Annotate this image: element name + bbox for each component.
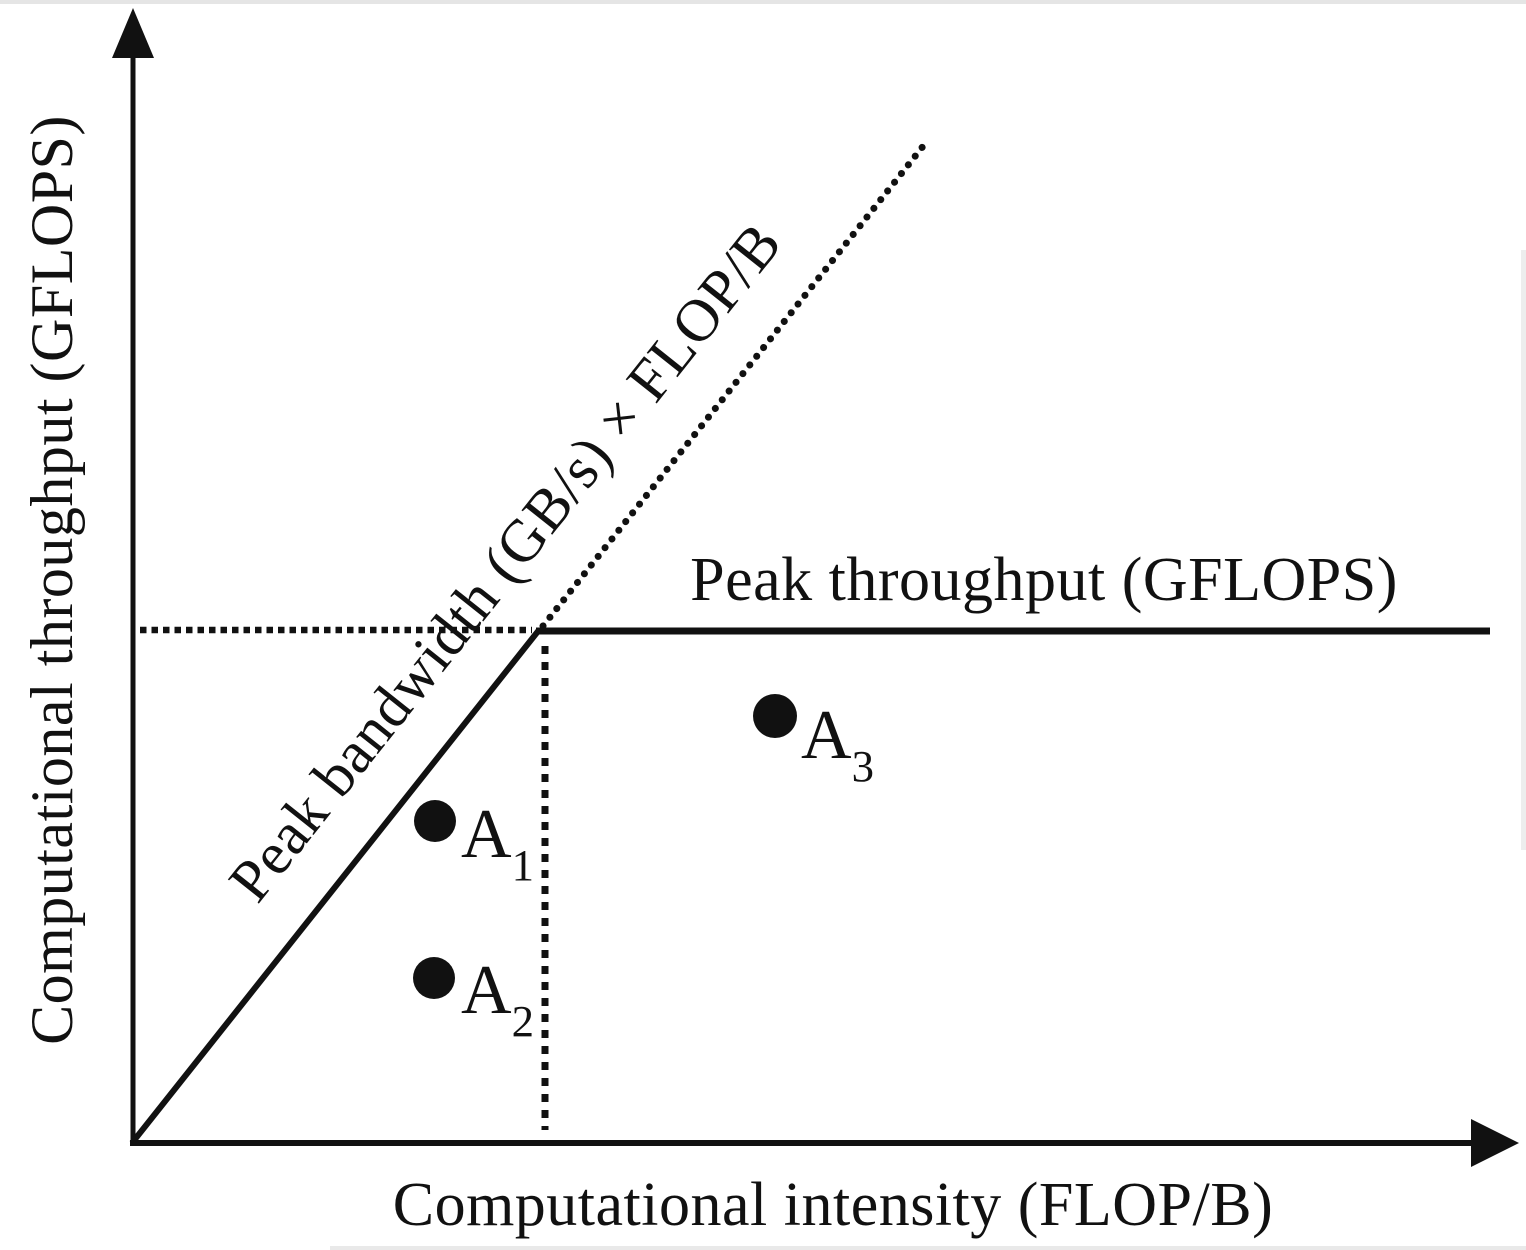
point-a1-dot: [414, 800, 456, 842]
point-label-a3-base: A: [801, 697, 852, 774]
point-label-a2-base: A: [461, 952, 512, 1029]
top-edge-artifact: [0, 0, 1526, 4]
point-label-a1-subscript: 1: [511, 840, 534, 891]
bandwidth-line-dotted: [539, 136, 932, 630]
point-label-a1: A1: [461, 800, 534, 888]
peak-throughput-line-label: Peak throughput (GFLOPS): [690, 546, 1398, 614]
point-a2-dot: [413, 957, 455, 999]
y-axis-title: Computational throughput (GFLOPS): [19, 115, 85, 1045]
bottom-edge-artifact: [330, 1246, 1526, 1250]
point-label-a3: A3: [801, 701, 874, 789]
point-label-a3-subscript: 3: [851, 741, 874, 792]
right-edge-artifact: [1521, 250, 1526, 850]
point-label-a2: A2: [461, 956, 534, 1044]
x-axis-title: Computational intensity (FLOP/B): [392, 1171, 1274, 1239]
y-axis-arrowhead-icon: [112, 8, 154, 58]
point-a3-dot: [753, 694, 797, 738]
point-label-a1-base: A: [461, 796, 512, 873]
x-axis-arrowhead-icon: [1471, 1119, 1519, 1167]
point-label-a2-subscript: 2: [511, 996, 534, 1047]
bandwidth-line-solid: [129, 628, 542, 1145]
